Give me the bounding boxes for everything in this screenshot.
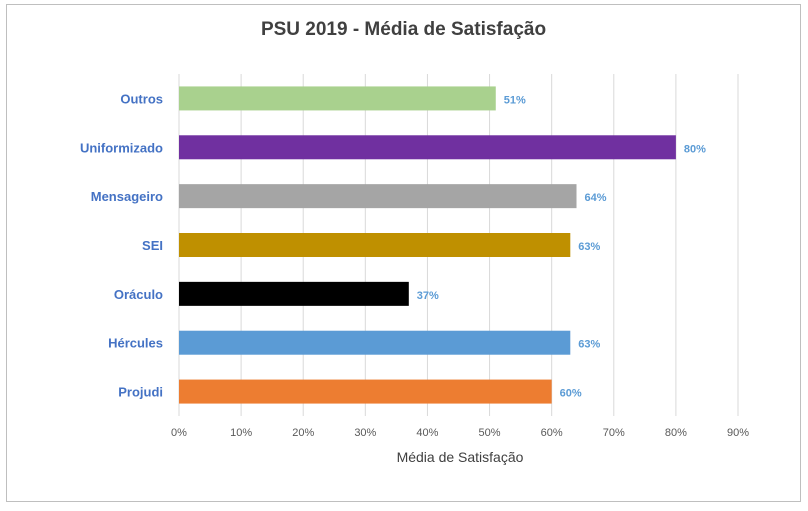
x-tick-label: 10% [230, 427, 252, 439]
bar [179, 184, 577, 209]
x-tick-label: 50% [479, 427, 501, 439]
data-label: 37% [417, 290, 439, 302]
data-label: 63% [578, 339, 600, 351]
data-label: 51% [504, 94, 526, 106]
category-label: SEI [142, 238, 163, 253]
bar [179, 330, 571, 355]
x-tick-label: 80% [665, 427, 687, 439]
x-tick-label: 90% [727, 427, 749, 439]
bar [179, 86, 496, 111]
x-tick-label: 60% [541, 427, 563, 439]
bar [179, 135, 676, 160]
data-label: 63% [578, 241, 600, 253]
x-tick-label: 40% [416, 427, 438, 439]
data-label: 80% [684, 143, 706, 155]
x-axis-title: Média de Satisfação [396, 449, 524, 465]
chart-title: PSU 2019 - Média de Satisfação [260, 19, 547, 40]
category-label: Mensageiro [91, 189, 163, 204]
x-tick-label: 20% [292, 427, 314, 439]
category-label: Projudi [118, 385, 163, 400]
x-tick-label: 0% [171, 427, 187, 439]
x-tick-label: 70% [603, 427, 625, 439]
category-label: Outros [120, 91, 163, 106]
bar [179, 233, 571, 257]
bar [179, 281, 409, 306]
bar [179, 379, 552, 404]
x-tick-label: 30% [354, 427, 376, 439]
category-label: Uniformizado [80, 140, 163, 155]
data-label: 60% [560, 388, 582, 400]
category-label: Hércules [108, 336, 163, 351]
category-label: Oráculo [114, 287, 163, 302]
data-label: 64% [585, 192, 607, 204]
